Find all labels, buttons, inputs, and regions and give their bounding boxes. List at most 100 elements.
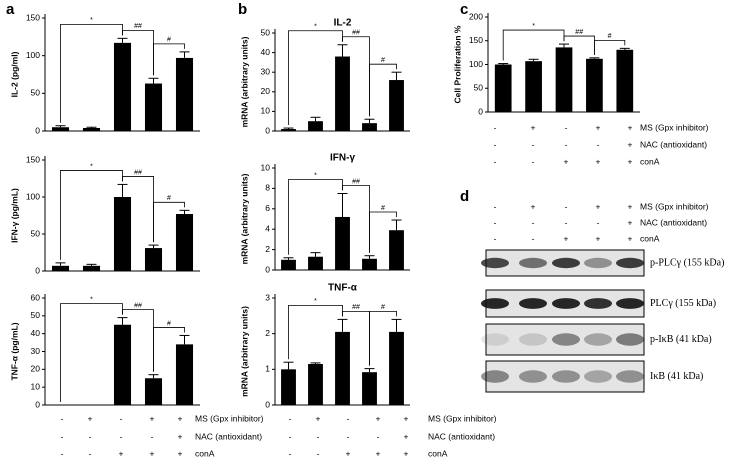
significance-bracket: # xyxy=(369,57,397,117)
treatment-label: MS (Gpx inhibitor) xyxy=(428,413,497,423)
error-bar xyxy=(559,43,569,48)
treatment-sign: + xyxy=(628,122,633,132)
error-bar xyxy=(310,362,321,364)
blot-band xyxy=(616,298,644,309)
significance-label: * xyxy=(532,23,535,30)
bracket xyxy=(60,303,123,402)
blot-band xyxy=(519,298,547,309)
bracket xyxy=(288,305,343,360)
treatment-sign: + xyxy=(376,413,381,423)
y-tick-label: 0 xyxy=(35,125,40,135)
treatment-sign: - xyxy=(532,217,535,227)
y-tick-label: 150 xyxy=(26,154,40,164)
significance-label: * xyxy=(314,298,317,305)
treatment-sign: + xyxy=(178,431,183,441)
treatment-sign: - xyxy=(494,139,497,149)
treatment-sign: - xyxy=(377,431,380,441)
y-tick-label: 6 xyxy=(265,203,270,213)
treatment-sign: + xyxy=(316,413,321,423)
panel-label: d xyxy=(460,188,469,205)
error-bar xyxy=(337,318,348,332)
error-bar xyxy=(86,263,97,266)
treatment-sign: + xyxy=(178,413,183,423)
bar xyxy=(51,265,70,271)
significance-bracket: * xyxy=(502,23,565,61)
y-tick-label: 150 xyxy=(26,12,40,22)
treatment-sign: - xyxy=(347,413,350,423)
error-bar xyxy=(528,58,539,62)
treatment-label: conA xyxy=(640,233,660,243)
significance-label: * xyxy=(314,24,317,31)
treatment-sign: - xyxy=(120,431,123,441)
error-bar xyxy=(179,209,190,215)
treatment-sign: - xyxy=(565,139,568,149)
y-tick-label: 100 xyxy=(26,191,40,201)
treatment-sign: - xyxy=(494,201,497,211)
y-tick-label: 60 xyxy=(31,292,41,302)
bracket xyxy=(288,179,343,255)
y-tick-label: 20 xyxy=(31,364,41,374)
significance-label: ## xyxy=(575,29,583,36)
significance-bracket: # xyxy=(153,320,185,372)
error-bar xyxy=(310,116,321,122)
treatment-label: NAC (antioxidant) xyxy=(428,431,495,441)
treatment-sign: - xyxy=(494,217,497,227)
error-bar xyxy=(179,51,190,58)
significance-label: # xyxy=(381,57,385,64)
treatment-sign: - xyxy=(289,431,292,441)
blot-band xyxy=(552,370,580,383)
treatment-sign: + xyxy=(596,201,601,211)
y-tick-label: 200 xyxy=(469,11,483,21)
treatment-sign: + xyxy=(596,233,601,243)
y-tick-label: 0 xyxy=(478,106,483,116)
treatment-sign: - xyxy=(151,431,154,441)
blot-band xyxy=(519,257,547,269)
y-tick-label: 50 xyxy=(474,83,484,93)
panel-label: b xyxy=(238,1,247,18)
significance-label: * xyxy=(90,163,93,170)
blot-panel: p-IκB (41 kDa) xyxy=(481,323,712,356)
treatment-sign: - xyxy=(120,413,123,423)
significance-label: # xyxy=(381,304,385,311)
error-bar xyxy=(86,126,97,128)
bar xyxy=(362,123,377,131)
treatment-sign: + xyxy=(404,448,409,458)
bar xyxy=(389,230,404,270)
treatment-sign: + xyxy=(88,413,93,423)
y-tick-label: 30 xyxy=(31,346,41,356)
y-tick-label: 10 xyxy=(261,162,271,172)
bar xyxy=(362,372,377,405)
error-bar xyxy=(283,257,294,260)
treatment-sign: + xyxy=(628,201,633,211)
treatment-sign: + xyxy=(346,448,351,458)
blot-band xyxy=(584,298,612,309)
bar xyxy=(335,216,350,270)
bar xyxy=(82,127,101,131)
blot-band xyxy=(552,333,580,346)
y-tick-label: 30 xyxy=(261,66,271,76)
treatment-sign: - xyxy=(494,122,497,132)
bracket xyxy=(153,327,185,372)
y-tick-label: 0 xyxy=(35,265,40,275)
bracket xyxy=(594,39,626,55)
y-tick-label: 2 xyxy=(265,244,270,254)
blot-band xyxy=(552,298,580,309)
bar xyxy=(281,129,296,131)
bar xyxy=(616,49,634,112)
treatment-label: MS (Gpx inhibitor) xyxy=(640,201,709,211)
bar xyxy=(586,58,603,112)
bar xyxy=(281,369,296,405)
treatment-sign: + xyxy=(150,448,155,458)
significance-label: * xyxy=(90,296,93,303)
bracket xyxy=(153,201,185,243)
treatment-label: MS (Gpx inhibitor) xyxy=(640,122,709,132)
y-tick-label: 10 xyxy=(31,381,41,391)
treatment-sign: + xyxy=(628,139,633,149)
y-tick-label: 4 xyxy=(265,223,270,233)
y-tick-label: 20 xyxy=(261,86,271,96)
treatment-sign: - xyxy=(565,122,568,132)
bar xyxy=(389,331,404,405)
bracket xyxy=(502,29,565,61)
bar xyxy=(335,56,350,131)
significance-label: ## xyxy=(352,178,360,185)
